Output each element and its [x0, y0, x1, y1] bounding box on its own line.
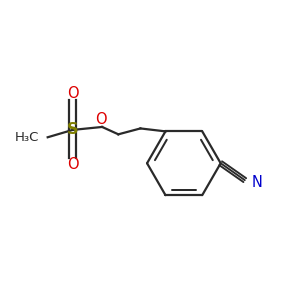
- Text: O: O: [67, 158, 79, 172]
- Text: S: S: [67, 122, 79, 137]
- Text: O: O: [67, 86, 79, 101]
- Text: N: N: [251, 175, 262, 190]
- Text: H₃C: H₃C: [15, 131, 39, 144]
- Text: O: O: [95, 112, 106, 127]
